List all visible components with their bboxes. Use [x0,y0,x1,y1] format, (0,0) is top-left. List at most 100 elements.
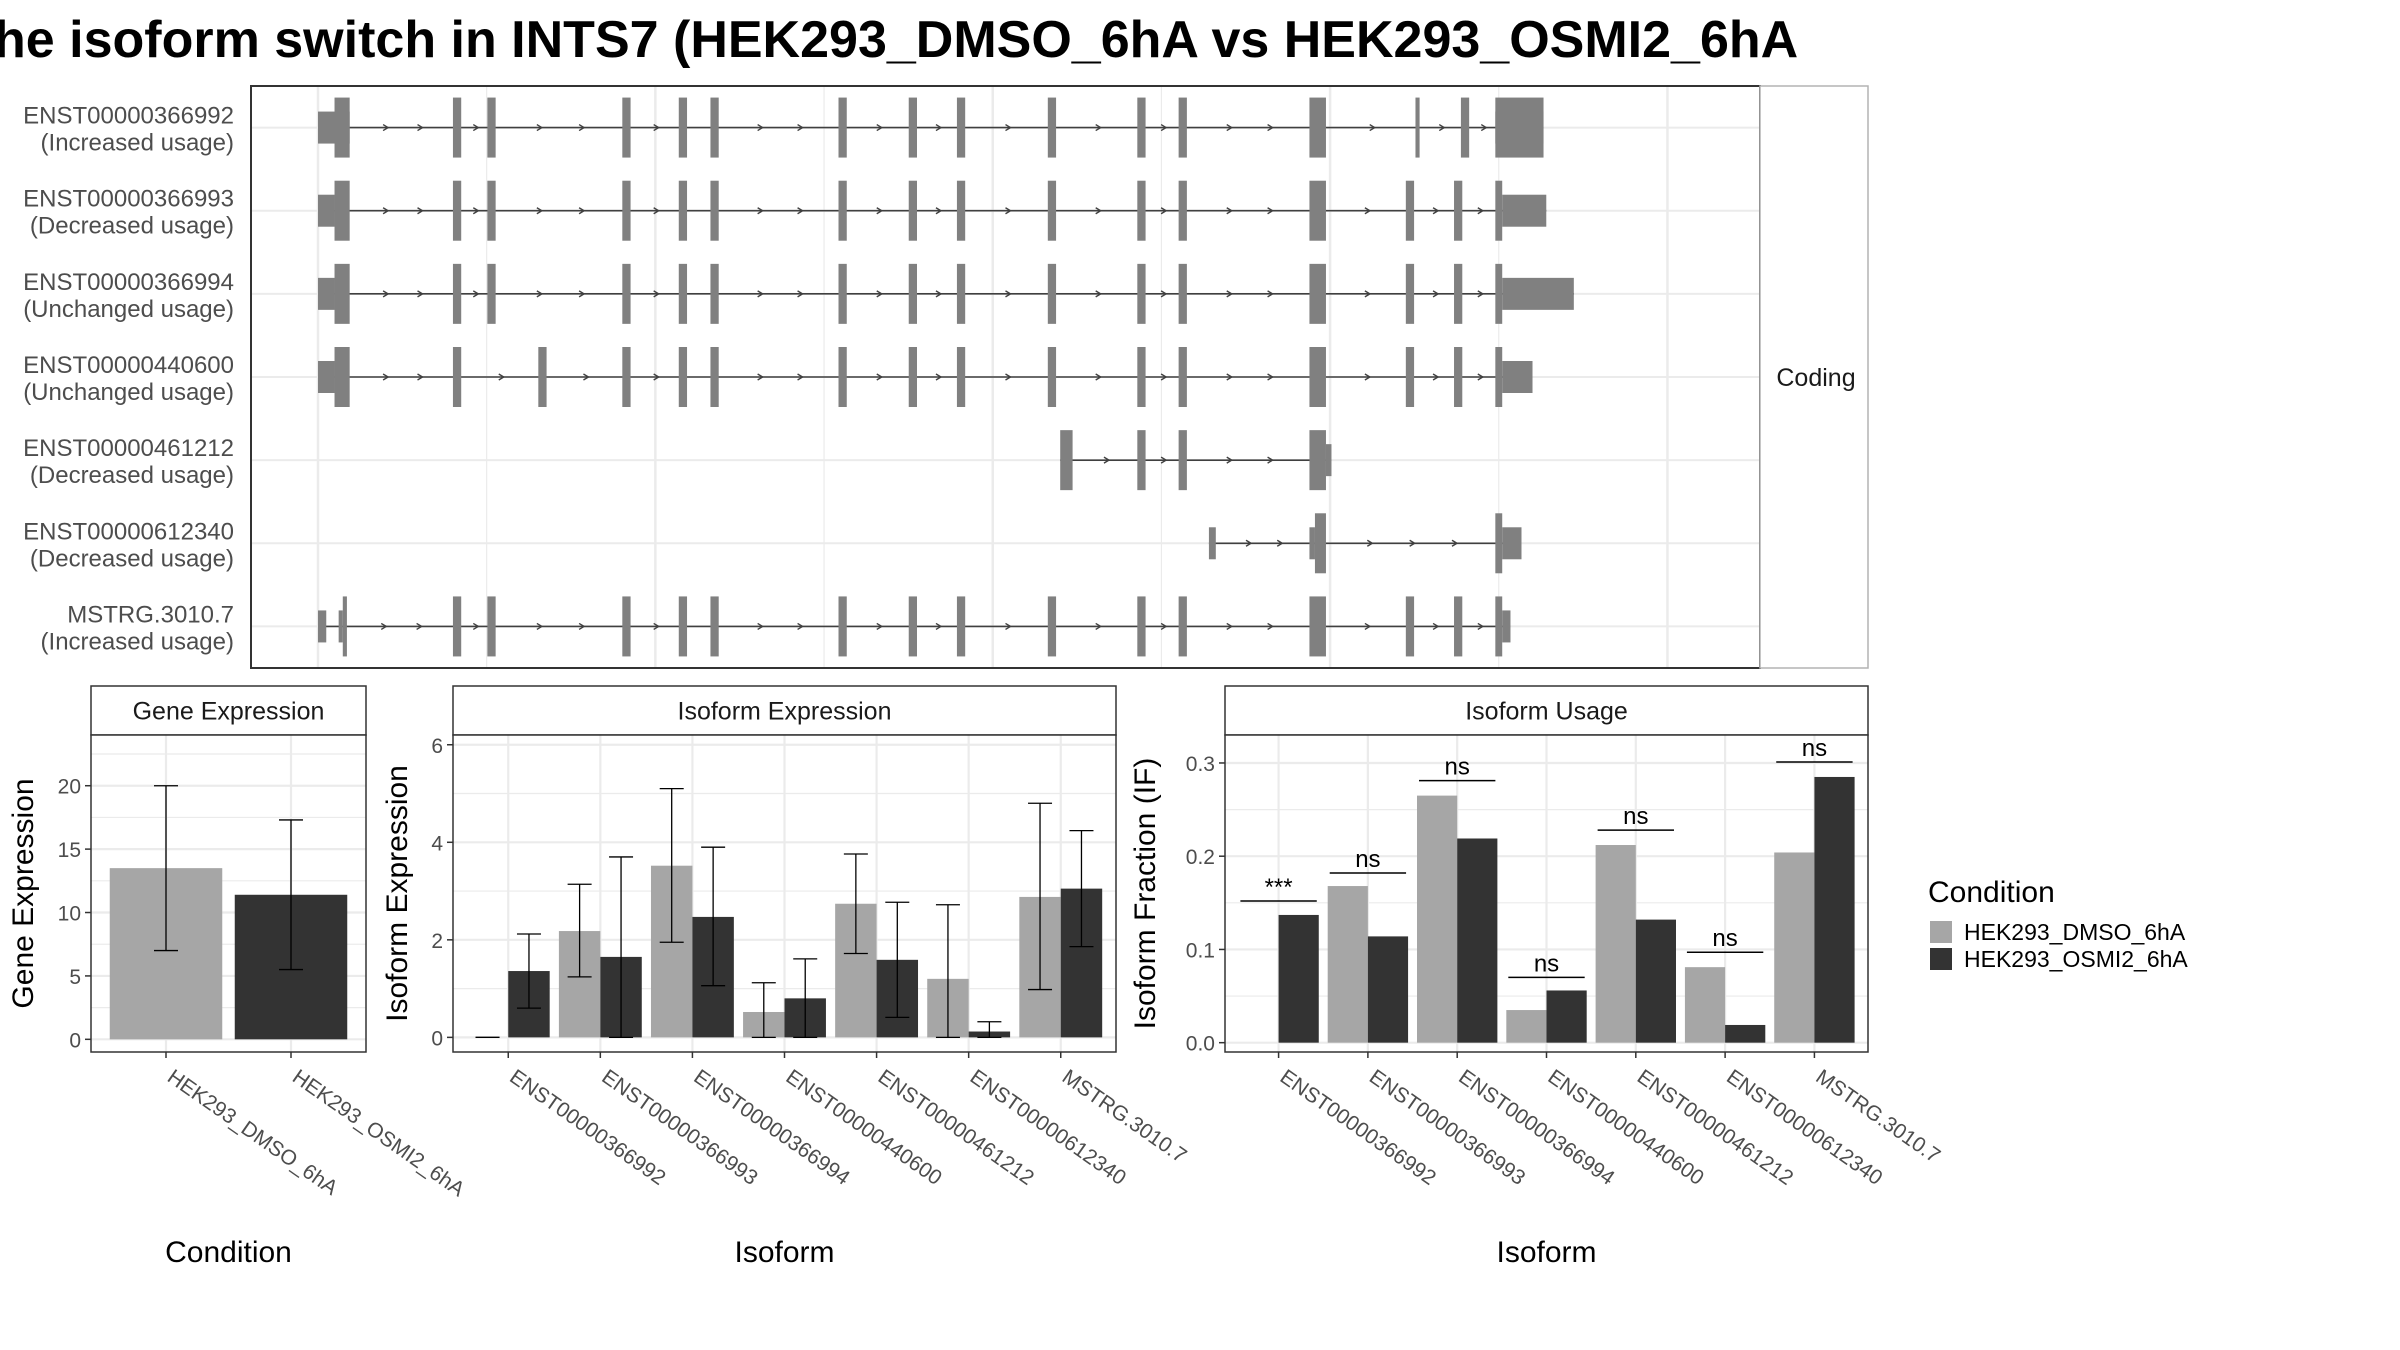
iso-usage-x-tick-label: ENST00000366993 [1365,1065,1529,1190]
legend-swatch-osmi [1930,948,1952,970]
exon-coding-block [487,97,496,158]
intron-direction-arrow [1364,207,1372,215]
intron-direction-arrow [1480,123,1488,132]
exon-coding-block [1405,347,1415,407]
isoform-row-label-usage: (Unchanged usage) [23,296,234,323]
isoform-row-label-id: ENST00000366994 [23,269,234,296]
iso-usage-bar [1595,845,1636,1043]
exon-coding-block [1047,97,1057,158]
exon-coding-block [838,263,847,324]
exon-coding-block [710,263,719,324]
exon-coding-block [1309,180,1326,241]
intron-direction-arrow [935,123,943,132]
intron-direction-arrow [417,207,424,215]
intron-direction-arrow [653,207,661,215]
intron-direction-arrow [876,622,884,631]
exon-coding-block [452,347,462,407]
intron-direction-arrow [1267,456,1274,464]
figure-title: he isoform switch in INTS7 (HEK293_DMSO_… [0,11,1798,69]
iso-expr-x-tick-label: ENST00000612340 [966,1065,1130,1190]
exon-coding-block [908,180,917,241]
exon-coding-block [1495,263,1503,324]
exon-coding-block [1454,596,1463,657]
exon-coding-block [678,347,688,407]
intron-direction-arrow [1095,290,1103,298]
exon-coding-block [1495,513,1503,574]
intron-direction-arrow [1005,622,1012,631]
intron-direction-arrow [1160,456,1168,464]
intron-direction-arrow [653,373,661,381]
isoform-row-label-id: ENST00000612340 [23,518,234,545]
iso-usage-bar [1684,967,1726,1043]
exon-coding-block [710,180,719,241]
isoform-row-label-id: MSTRG.3010.7 [67,601,234,628]
iso-usage-significance-label: ns [1445,754,1470,781]
exon-coding-block [838,97,847,158]
exon-coding-block [1047,263,1057,324]
intron-direction-arrow [1160,123,1168,132]
exon-coding-block [452,180,462,241]
exon-coding-block [1405,180,1415,241]
gene-expr-y-tick-label: 10 [58,903,81,926]
exon-coding-block [956,347,966,407]
exon-coding-block [1405,263,1415,324]
isoform-row-label-usage: (Decreased usage) [30,213,234,240]
intron-direction-arrow [935,373,943,381]
intron-direction-arrow [757,207,765,215]
exon-coding-block [1047,596,1057,657]
exon-utr-block [318,277,335,310]
exon-coding-block [956,97,966,158]
exon-coding-block [342,596,347,657]
exon-coding-block [1178,430,1187,491]
condition-legend: Condition HEK293_DMSO_6hA HEK293_OSMI2_6… [1928,876,2188,972]
exon-coding-block [622,347,631,407]
intron-direction-arrow [578,123,586,132]
iso-usage-x-tick-label: ENST00000461212 [1633,1065,1797,1190]
exon-coding-block [1454,180,1463,241]
intron-direction-arrow [417,123,424,132]
gene-expr-y-tick-label: 5 [69,966,81,989]
iso-usage-bar [1457,838,1498,1043]
exon-coding-block [1309,430,1326,491]
iso-expr-x-tick-label: ENST00000461212 [874,1065,1038,1190]
exon-coding-block [1460,97,1470,158]
isoform-row-label-usage: (Increased usage) [41,628,234,655]
exon-coding-block [678,180,688,241]
iso-expr-y-tick-label: 6 [431,735,443,758]
gene-expr-y-axis-title: Gene Expression [7,778,40,1008]
exon-coding-block [1137,97,1146,158]
exon-coding-block [1309,263,1326,324]
exon-coding-block [334,180,350,241]
exon-coding-block [1178,347,1187,407]
exon-utr-block [318,361,335,393]
intron-direction-arrow [935,622,943,631]
iso-usage-x-tick-label: ENST00000440600 [1544,1065,1708,1190]
intron-direction-arrow [1477,290,1485,298]
exon-coding-block [622,180,631,241]
intron-direction-arrow [1160,290,1168,298]
exon-utr-block [1502,361,1533,393]
intron-direction-arrow [1160,207,1168,215]
intron-direction-arrow [797,373,804,381]
isoform-row-label-id: ENST00000366993 [23,186,234,213]
exon-coding-block [1178,596,1187,657]
exon-coding-block [908,97,917,158]
intron-direction-arrow [536,123,544,132]
intron-direction-arrow [1095,123,1103,132]
iso-usage-y-tick-label: 0.0 [1186,1033,1215,1056]
intron-direction-arrow [1160,622,1168,631]
exon-coding-block [710,97,719,158]
exon-coding-block [678,263,688,324]
intron-direction-arrow [472,622,480,631]
exon-coding-block [956,180,966,241]
iso-expr-x-tick-label: ENST00000366993 [597,1065,761,1190]
intron-direction-arrow [653,622,661,631]
isoform-row-label-id: ENST00000366992 [23,103,234,130]
iso-usage-bar [1546,990,1587,1043]
exon-coding-block [1178,263,1187,324]
intron-direction-arrow [1245,539,1253,547]
exon-utr-block [1502,527,1522,560]
intron-direction-arrow [1226,622,1234,631]
intron-direction-arrow [1267,622,1274,631]
